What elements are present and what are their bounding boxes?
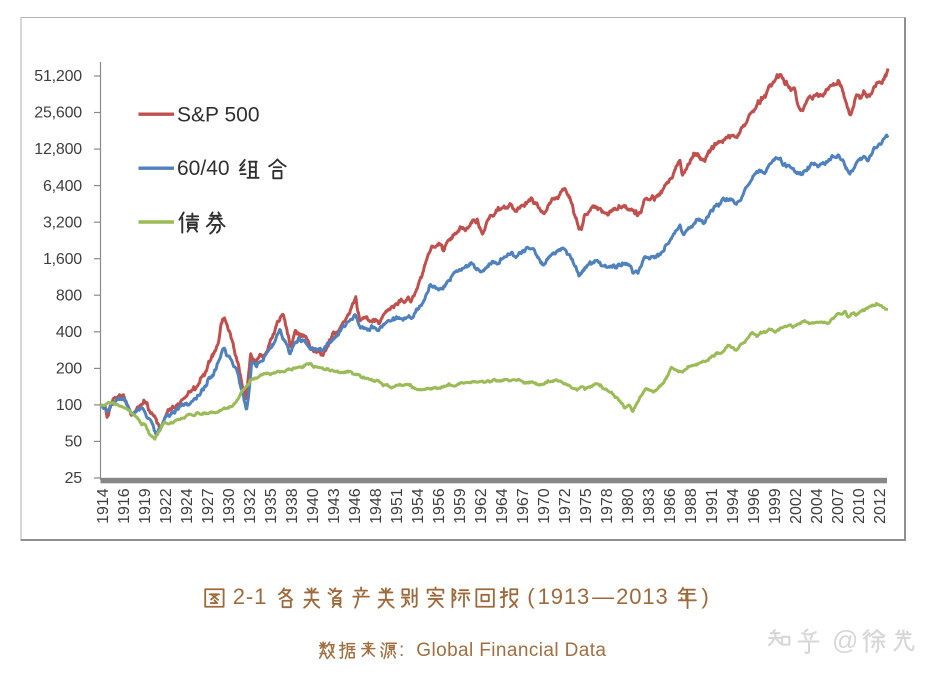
svg-text:51,200: 51,200 [34,68,82,85]
svg-text:60/40: 60/40 [177,157,230,180]
svg-text:1978: 1978 [599,488,616,524]
svg-text:@: @ [832,625,858,655]
svg-text:1972: 1972 [557,488,574,524]
svg-text:1956: 1956 [431,488,448,524]
svg-text:1988: 1988 [683,488,700,524]
svg-text:1927: 1927 [200,488,217,524]
svg-text:1946: 1946 [347,488,364,524]
svg-text:1986: 1986 [662,488,679,524]
svg-text:2012: 2012 [872,488,889,524]
svg-text:1916: 1916 [116,488,133,524]
svg-text:3,200: 3,200 [43,214,82,231]
svg-text:1914: 1914 [95,488,112,524]
svg-text:2007: 2007 [830,488,847,524]
svg-text:2004: 2004 [809,488,826,524]
svg-text::: : [399,640,404,661]
svg-text:1964: 1964 [494,488,511,524]
svg-text:1940: 1940 [305,488,322,524]
svg-text:1924: 1924 [179,488,196,524]
svg-text:25: 25 [65,470,83,487]
svg-text:1938: 1938 [284,488,301,524]
svg-text:25,600: 25,600 [34,105,82,122]
svg-text:1991: 1991 [704,488,721,524]
svg-text:1996: 1996 [746,488,763,524]
svg-text:1962: 1962 [473,488,490,524]
svg-text:1919: 1919 [137,488,154,524]
svg-text:1943: 1943 [326,488,343,524]
svg-text:1999: 1999 [767,488,784,524]
svg-text:1913: 1913 [538,584,591,609]
svg-text:1967: 1967 [515,488,532,524]
svg-text:1970: 1970 [536,488,553,524]
svg-text:2010: 2010 [851,488,868,524]
svg-text:1932: 1932 [242,488,259,524]
svg-text:1922: 1922 [158,488,175,524]
svg-text:2013: 2013 [616,584,669,609]
svg-text:1954: 1954 [410,488,427,524]
svg-text:1,600: 1,600 [43,251,82,268]
svg-text:1948: 1948 [368,488,385,524]
svg-text:Global Financial Data: Global Financial Data [416,640,606,661]
svg-text:(: ( [527,584,535,609]
svg-text:6,400: 6,400 [43,178,82,195]
svg-text:200: 200 [56,361,82,378]
svg-text:1980: 1980 [620,488,637,524]
svg-text:1994: 1994 [725,488,742,524]
svg-text:—: — [592,584,614,609]
svg-text:S&P 500: S&P 500 [177,104,260,127]
svg-text:1951: 1951 [389,488,406,524]
svg-text:12,800: 12,800 [34,141,82,158]
svg-text:400: 400 [56,324,82,341]
svg-text:2-1: 2-1 [233,584,267,609]
svg-text:1935: 1935 [263,488,280,524]
svg-text:1930: 1930 [221,488,238,524]
svg-text:1983: 1983 [641,488,658,524]
svg-text:1975: 1975 [578,488,595,524]
svg-text:): ) [702,584,709,609]
svg-text:1959: 1959 [452,488,469,524]
svg-text:2002: 2002 [788,488,805,524]
svg-text:50: 50 [65,434,83,451]
svg-text:800: 800 [56,287,82,304]
svg-text:100: 100 [56,397,82,414]
